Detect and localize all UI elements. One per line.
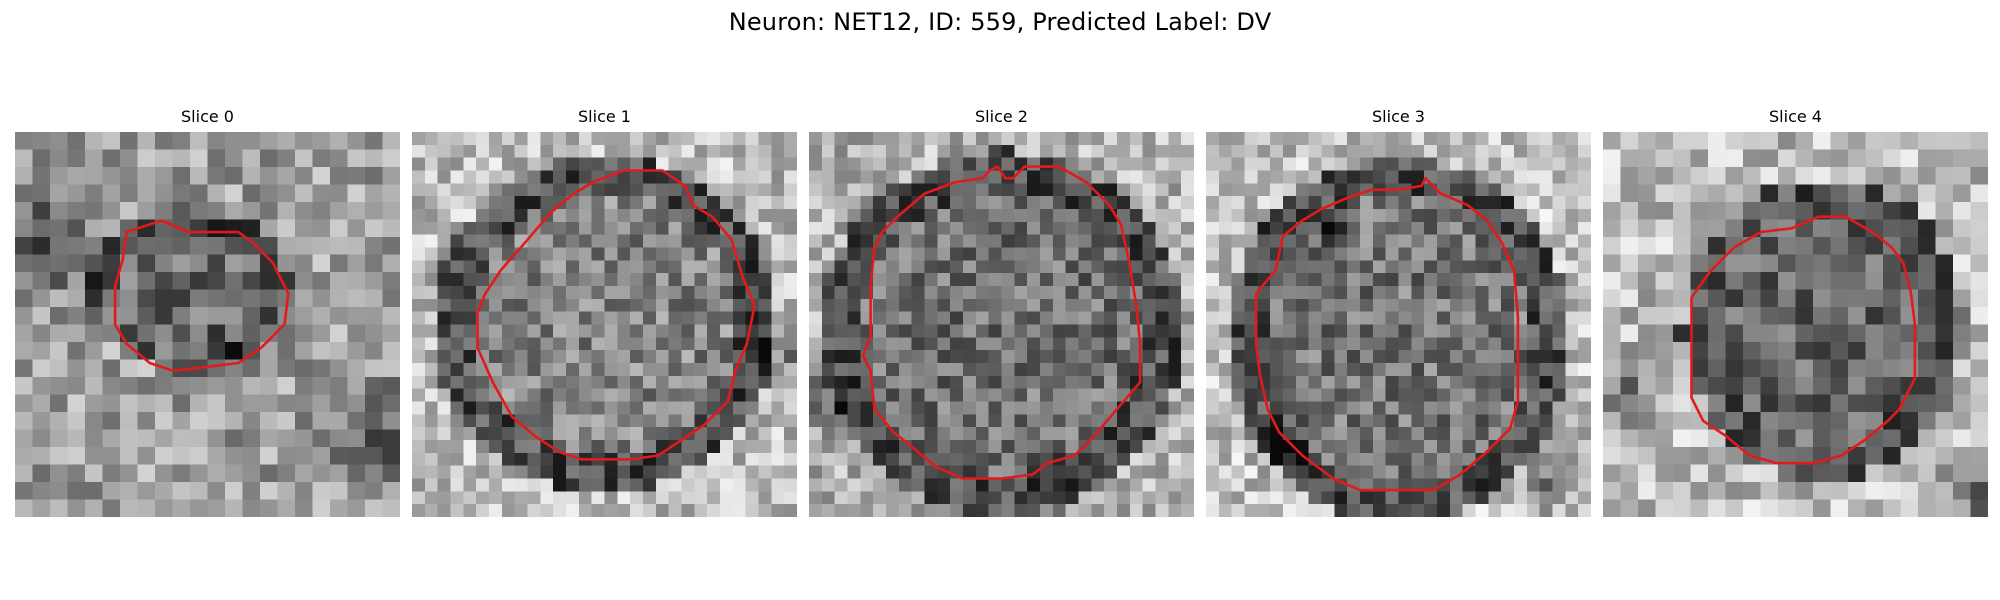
slice-image-2 [809,132,1194,517]
slice-pixels [1206,132,1591,517]
slice-image-1 [412,132,797,517]
slice-pixels [412,132,797,517]
figure-title: Neuron: NET12, ID: 559, Predicted Label:… [728,8,1272,36]
segmentation-contour [1254,176,1520,492]
slice-image-4 [1603,132,1988,517]
segmentation-contour [476,169,756,461]
slice-title-4: Slice 4 [1769,107,1822,126]
slice-pixels [1603,132,1988,517]
slice-image-3 [1206,132,1591,517]
slice-title-1: Slice 1 [578,107,631,126]
slice-pixels [809,132,1194,517]
slice-title-2: Slice 2 [975,107,1028,126]
segmentation-contour [1690,215,1917,465]
slice-image-0 [15,132,400,517]
slice-pixels [15,132,400,517]
slice-title-0: Slice 0 [181,107,234,126]
slice-title-3: Slice 3 [1372,107,1425,126]
segmentation-contour [113,219,290,372]
segmentation-contour [861,165,1142,480]
